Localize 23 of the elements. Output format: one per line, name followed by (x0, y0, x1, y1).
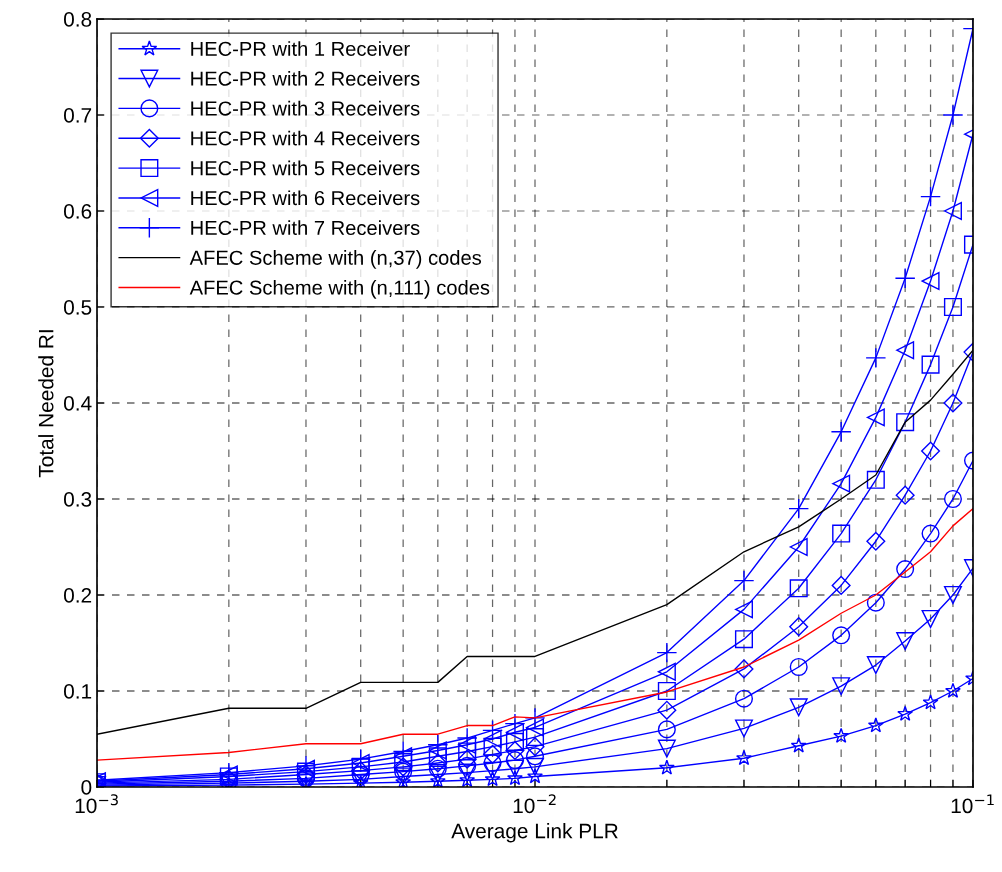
x-axis-title: Average Link PLR (451, 823, 618, 843)
x-tick-label: 10$^{−2}$ (513, 794, 556, 814)
legend-label: HEC-PR with 2 Receivers (191, 71, 420, 86)
legend-label: HEC-PR with 4 Receivers (191, 130, 420, 146)
legend-label: HEC-PR with 5 Receivers (191, 160, 420, 176)
y-tick-label: 0.4 (63, 396, 92, 411)
legend-label: HEC-PR with 1 Receiver (191, 41, 410, 56)
y-axis-title: Total Needed RI (38, 330, 54, 478)
x-tick-label: 10$^{−1}$ (951, 794, 994, 814)
legend-label: HEC-PR with 6 Receivers (191, 190, 420, 206)
y-tick-label: 0.5 (63, 300, 92, 315)
y-tick-label: 0.2 (63, 588, 92, 603)
x-tick-label: 10$^{−3}$ (75, 794, 118, 814)
legend-label: AFEC Scheme with (n,37) codes (189, 250, 482, 269)
y-tick-label: 0.1 (63, 684, 92, 699)
y-tick-label: 0.7 (63, 108, 92, 123)
y-tick-label: 0 (81, 780, 92, 795)
legend-label: AFEC Scheme with (n,111) codes (189, 279, 490, 299)
y-tick-label: 0.6 (63, 204, 92, 219)
legend-label: HEC-PR with 7 Receivers (191, 220, 420, 236)
y-tick-label: 0.8 (63, 12, 92, 27)
y-tick-label: 0.3 (63, 492, 92, 507)
legend-label: HEC-PR with 3 Receivers (191, 100, 420, 116)
